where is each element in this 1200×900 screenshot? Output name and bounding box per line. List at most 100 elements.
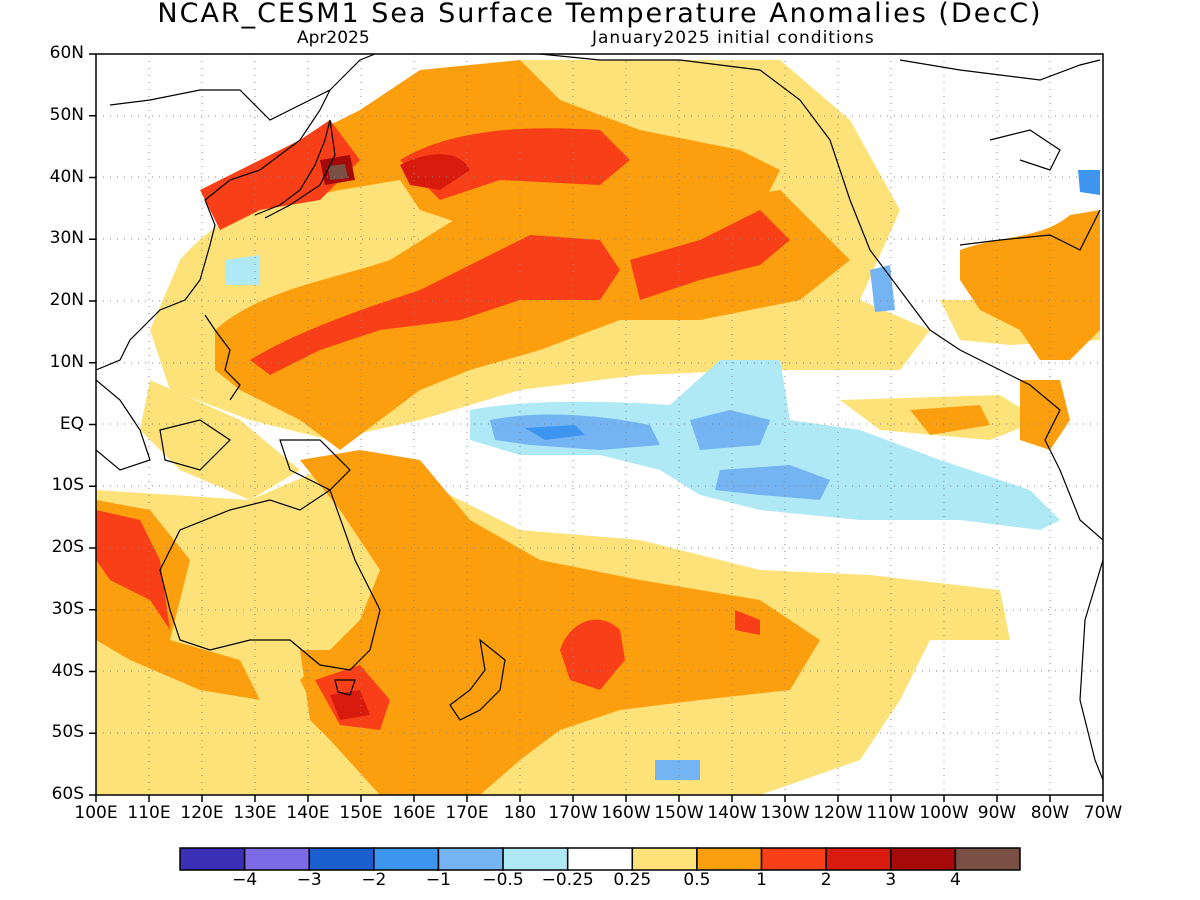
coast-australia xyxy=(159,489,381,671)
lon-label: 160W xyxy=(601,803,651,823)
anomaly-strong-warm-central xyxy=(630,210,790,300)
colorbar-swatch xyxy=(502,847,569,871)
colorbar-swatch xyxy=(825,847,892,871)
anomaly-moderate-warm-panama xyxy=(1020,380,1070,450)
lat-label: 50S xyxy=(51,722,84,743)
coast-new-zealand xyxy=(449,638,506,721)
anomaly-cool-mexico xyxy=(870,265,895,312)
lat-label: 50N xyxy=(49,104,84,125)
colorbar-swatch xyxy=(373,847,440,871)
lon-label: 90W xyxy=(977,803,1017,823)
lat-label: 30S xyxy=(51,598,84,619)
colorbar-swatch xyxy=(954,847,1021,871)
lon-label: 110E xyxy=(127,803,171,823)
coast-hudson xyxy=(899,59,1101,81)
lon-label: 180 xyxy=(503,803,537,823)
coast-north-america xyxy=(539,54,1103,541)
lon-label: 150W xyxy=(654,803,704,823)
anomaly-weak-cool-tropical xyxy=(470,360,1060,530)
colorbar-label: 0.25 xyxy=(613,870,652,890)
lat-label: 40N xyxy=(49,166,84,187)
colorbar-swatch xyxy=(696,847,763,871)
colorbar-swatch xyxy=(890,847,957,871)
chart-title: NCAR_CESM1 Sea Surface Temperature Anoma… xyxy=(157,0,1043,29)
lon-label: 70W xyxy=(1083,803,1123,823)
anomaly-moderate-warm-east-eq xyxy=(910,405,990,435)
lon-label: 150E xyxy=(339,803,383,823)
colorbar-swatch xyxy=(566,847,634,871)
anomaly-weak-warm-maritime xyxy=(140,380,300,500)
lat-tick-marks xyxy=(89,53,96,796)
coast-philippines xyxy=(204,314,241,401)
initial-conditions: January2025 initial conditions xyxy=(592,28,875,48)
lon-tick-marks xyxy=(95,795,1104,802)
anomaly-cool-southern xyxy=(655,760,700,780)
anomaly-moderate-warm-southwest xyxy=(300,450,820,795)
anomaly-strong-warm-south-pac xyxy=(560,619,625,690)
coast-indochina xyxy=(96,379,151,471)
colorbar-swatch xyxy=(179,847,246,871)
coast-south-america xyxy=(1079,559,1103,781)
colorbar-label: −0.25 xyxy=(541,870,594,890)
lat-label: 60S xyxy=(51,784,84,804)
anomaly-very-strong-warm-tasman xyxy=(330,690,370,720)
lon-label: 120W xyxy=(813,803,863,823)
coast-gulf-mexico xyxy=(959,209,1101,251)
lon-label: 80W xyxy=(1030,803,1070,823)
colorbar-swatch xyxy=(760,847,827,871)
colorbar-label: 1 xyxy=(756,870,767,890)
anomaly-cool-atlantic xyxy=(1078,170,1100,195)
lat-label: 60N xyxy=(49,43,84,63)
anomaly-strong-warm-spot xyxy=(735,610,760,635)
lon-label: 120E xyxy=(180,803,224,823)
colorbar-label: 0.5 xyxy=(683,870,711,890)
coast-great-lakes xyxy=(989,129,1061,171)
colorbar-label: −1 xyxy=(425,870,451,890)
lon-label: 170E xyxy=(445,803,489,823)
lon-label: 140W xyxy=(707,803,757,823)
coast-asia xyxy=(96,88,332,371)
colorbar-swatch xyxy=(437,847,504,871)
colorbar-label: −2 xyxy=(361,870,387,890)
colorbar-label: −0.5 xyxy=(482,870,524,890)
anomaly-moderate-cool-eq-east xyxy=(690,410,770,450)
lat-label: 30N xyxy=(49,228,84,249)
colorbar-label: 4 xyxy=(949,870,961,890)
lat-label: 10N xyxy=(49,351,84,372)
lat-label: EQ xyxy=(59,413,84,434)
forecast-month: Apr2025 xyxy=(297,28,370,48)
colorbar-swatch xyxy=(308,847,375,871)
lat-label: 10S xyxy=(51,475,84,496)
lon-label: 130W xyxy=(760,803,810,823)
coast-tasmania xyxy=(334,679,356,696)
colorbar-label: 3 xyxy=(885,870,897,890)
coast-kamchatka xyxy=(329,54,376,91)
colorbar-swatch xyxy=(243,847,310,871)
lon-label: 170W xyxy=(548,803,598,823)
lon-label: 160E xyxy=(392,803,436,823)
lon-label: 100W xyxy=(919,803,969,823)
colorbar-label: −4 xyxy=(232,870,258,890)
anomaly-moderate-warm-caribbean xyxy=(960,210,1100,360)
colorbar-label: 2 xyxy=(820,870,832,890)
coastlines xyxy=(96,54,1103,781)
anomaly-strong-warm-japan-sea xyxy=(200,120,360,230)
lat-label: 20S xyxy=(51,537,84,557)
anomaly-very-strong-warm xyxy=(400,154,470,190)
anomaly-fill-layer xyxy=(96,54,1103,795)
anomaly-strong-warm-subtropical xyxy=(250,235,620,375)
coast-borneo-sumatra xyxy=(159,419,231,471)
anomaly-strong-warm-west-aus xyxy=(96,510,170,630)
lon-label: 130E xyxy=(233,803,277,823)
lon-label: 100E xyxy=(74,803,118,823)
colorbar-swatch xyxy=(631,847,698,871)
colorbar-label: −3 xyxy=(296,870,322,890)
anomaly-max-warm xyxy=(328,164,348,180)
anomaly-strong-warm-north-pacific xyxy=(400,128,630,200)
anomaly-cool-core xyxy=(525,425,585,440)
lat-label: 40S xyxy=(51,660,84,681)
coast-new-guinea xyxy=(279,439,351,491)
anomaly-moderate-cool-south xyxy=(715,465,830,500)
lon-label: 140E xyxy=(286,803,330,823)
